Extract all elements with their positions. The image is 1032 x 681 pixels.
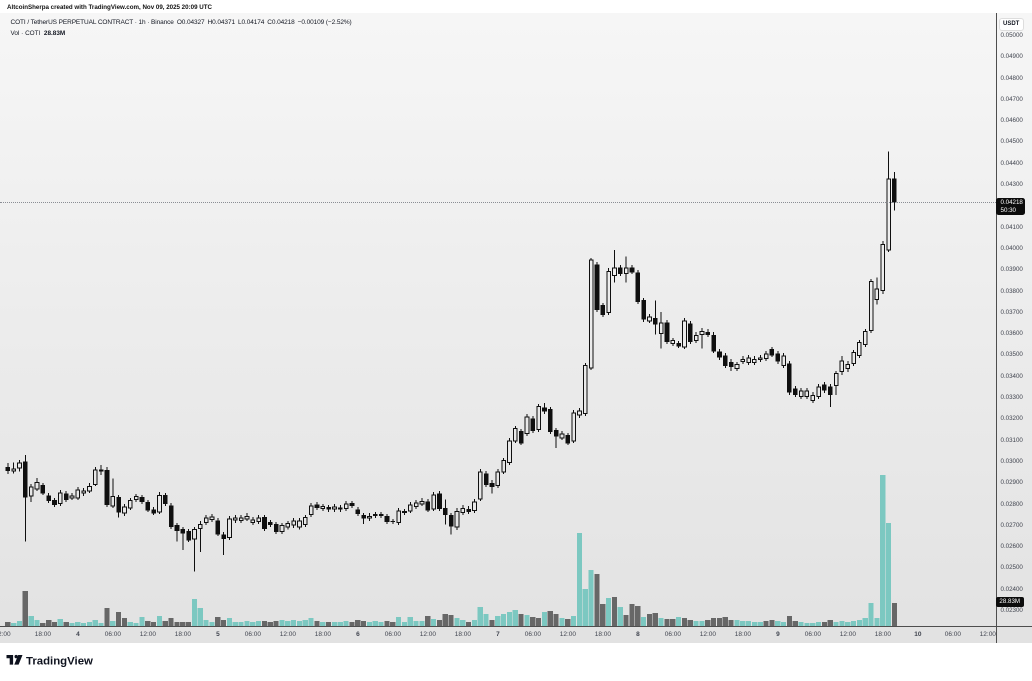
svg-text:TradingView: TradingView [26, 655, 93, 667]
